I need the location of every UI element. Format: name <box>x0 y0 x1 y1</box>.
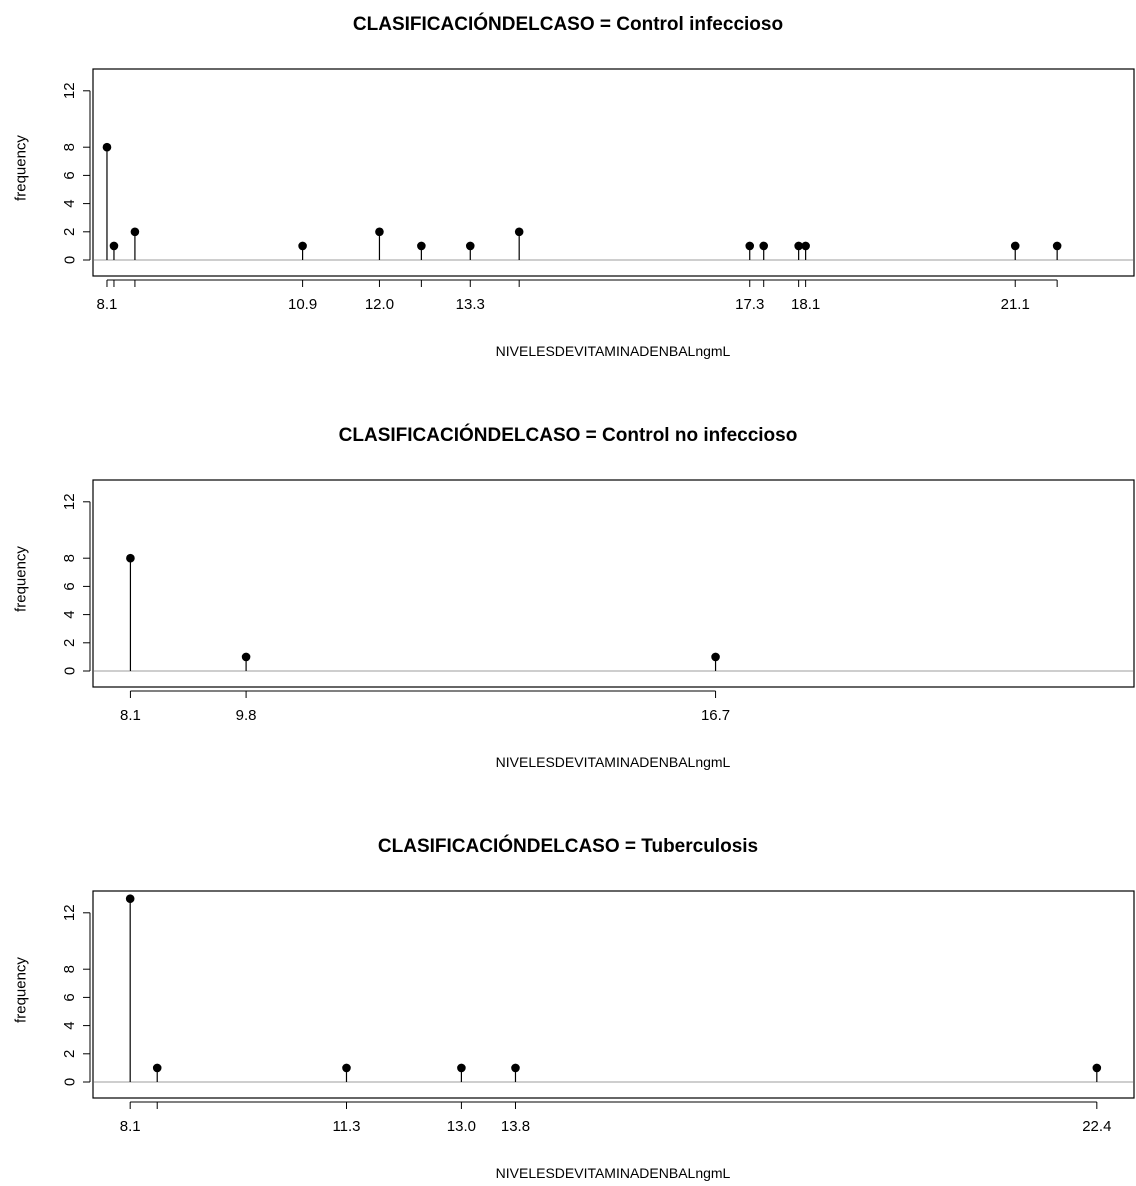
chart-title: CLASIFICACIÓNDELCASO = Control no infecc… <box>338 425 798 446</box>
y-tick-label: 12 <box>61 82 78 99</box>
data-point <box>1010 241 1020 251</box>
x-tick-label: 9.8 <box>236 707 257 724</box>
data-point <box>457 1063 466 1073</box>
x-tick-label: 17.3 <box>735 296 764 313</box>
y-tick-label: 12 <box>61 904 78 921</box>
x-tick-label: 8.1 <box>120 1118 141 1135</box>
data-point <box>125 894 135 903</box>
data-point <box>514 227 524 237</box>
x-axis-label: NIVELESDEVITAMINADENBALngmL <box>496 1165 731 1181</box>
x-tick-label: 10.9 <box>288 296 317 313</box>
data-point <box>241 652 251 662</box>
y-tick-label: 2 <box>61 639 78 647</box>
data-point <box>152 1063 162 1073</box>
y-tick-label: 8 <box>61 143 78 151</box>
x-tick-label: 8.1 <box>120 707 141 724</box>
data-point <box>511 1063 520 1073</box>
data-point <box>1052 241 1062 251</box>
x-tick-label: 11.3 <box>332 1118 360 1135</box>
data-point <box>417 241 426 251</box>
data-point <box>298 241 307 251</box>
chart-plot: 0 2 4 6 8 12 frequency 8.1 11.3 13.0 13.8 22.4 NIVEL… <box>12 890 1135 1181</box>
chart-panel-control-no-infeccioso: CLASIFICACIÓNDELCASO = Control no infecc… <box>0 411 1136 811</box>
x-tick-label: 13.3 <box>456 296 485 313</box>
y-axis-label: frequency <box>12 546 29 612</box>
data-point <box>1092 1063 1102 1073</box>
x-tick-label: 12.0 <box>365 296 394 313</box>
x-tick-label: 8.1 <box>97 296 118 313</box>
data-point <box>109 241 119 251</box>
y-tick-label: 6 <box>61 171 78 179</box>
x-tick-label: 13.8 <box>501 1118 530 1135</box>
data-point <box>759 241 769 251</box>
y-tick-label: 2 <box>61 1050 78 1058</box>
y-axis-label: frequency <box>12 135 29 201</box>
chart-panel-tuberculosis: CLASIFICACIÓNDELCASO = Tuberculosis 0 2 4 6… <box>0 822 1136 1186</box>
y-axis-label: frequency <box>12 957 29 1023</box>
x-axis-label: NIVELESDEVITAMINADENBALngmL <box>496 343 731 359</box>
chart-panel-control-infeccioso: CLASIFICACIÓNDELCASO = Control infeccios… <box>0 0 1136 400</box>
x-tick-label: 13.0 <box>447 1118 476 1135</box>
y-tick-label: 2 <box>61 228 78 236</box>
data-point <box>745 241 755 251</box>
plot-frame <box>92 890 1135 1099</box>
y-tick-label: 6 <box>61 582 78 590</box>
y-tick-label: 0 <box>61 667 78 675</box>
chart-plot: 0 2 4 6 8 12 frequency 8.1 9.8 16.7 NIVELESDEVITAM… <box>12 479 1135 770</box>
data-point <box>130 227 140 237</box>
y-tick-label: 0 <box>61 1078 78 1086</box>
data-point <box>102 142 112 152</box>
chart-title: CLASIFICACIÓNDELCASO = Control infeccios… <box>352 14 784 35</box>
y-tick-label: 4 <box>61 199 78 207</box>
y-tick-label: 12 <box>61 493 78 510</box>
y-tick-label: 4 <box>61 1021 78 1029</box>
data-point <box>126 553 135 563</box>
x-tick-label: 22.4 <box>1082 1118 1111 1135</box>
data-point <box>465 241 475 251</box>
data-point <box>375 227 384 237</box>
chart-title: CLASIFICACIÓNDELCASO = Tuberculosis <box>377 836 759 857</box>
y-tick-label: 6 <box>61 993 78 1001</box>
chart-plot: 0 2 4 6 8 12 frequency 8.1 10.9 12.0 13.3 17.3 18.1 2… <box>12 68 1135 359</box>
y-tick-label: 0 <box>61 256 78 264</box>
y-tick-label: 4 <box>61 610 78 618</box>
x-tick-label: 18.1 <box>791 296 820 313</box>
plot-frame <box>92 68 1135 277</box>
x-tick-label: 21.1 <box>1001 296 1030 313</box>
data-point <box>342 1063 351 1073</box>
y-tick-label: 8 <box>61 965 78 973</box>
data-point <box>801 241 810 251</box>
y-tick-label: 8 <box>61 554 78 562</box>
x-tick-label: 16.7 <box>701 707 730 724</box>
data-point <box>711 652 720 662</box>
plot-frame <box>92 479 1135 688</box>
data-point <box>794 241 803 251</box>
x-axis-label: NIVELESDEVITAMINADENBALngmL <box>496 754 731 770</box>
